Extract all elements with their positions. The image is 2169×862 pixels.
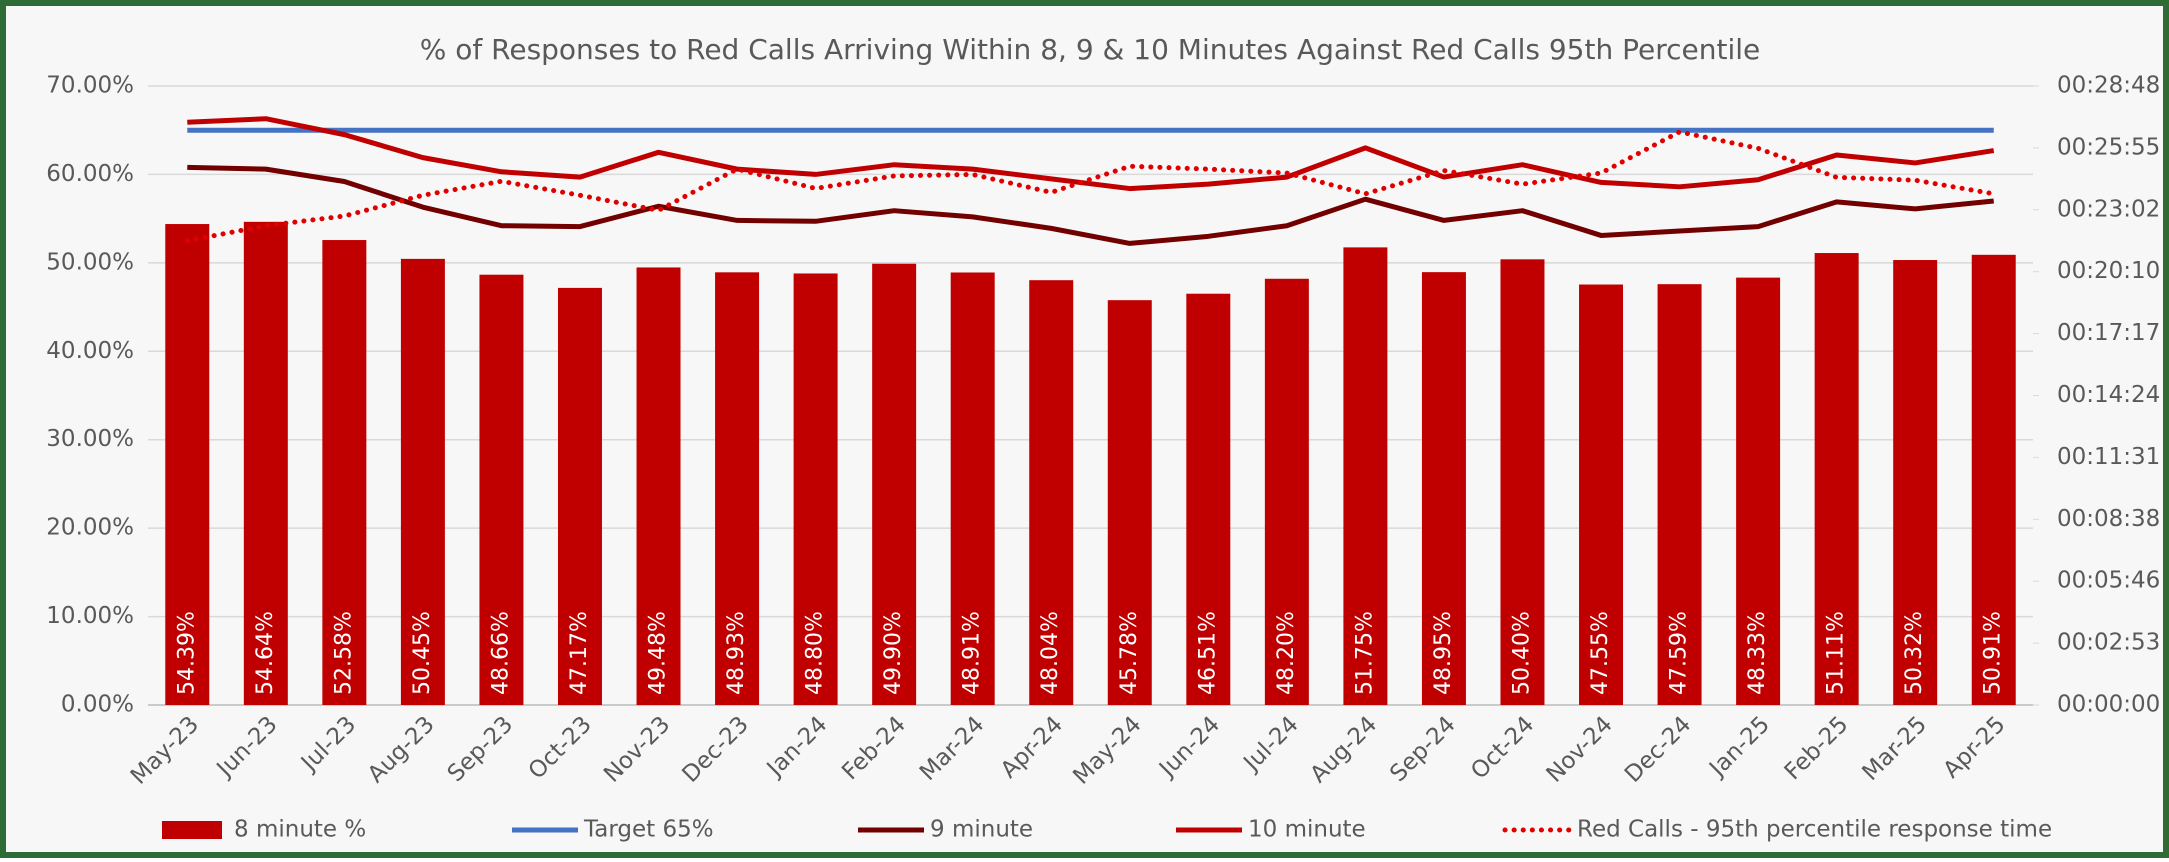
bar <box>1264 278 1309 705</box>
bar <box>1657 284 1702 705</box>
bar <box>165 224 210 706</box>
y2-tick-label: 00:02:53 <box>2057 630 2160 656</box>
bar <box>950 272 995 705</box>
bar <box>636 267 681 705</box>
bar-value-label: 46.51% <box>1195 611 1220 695</box>
chart-title: % of Responses to Red Calls Arriving Wit… <box>420 33 1761 66</box>
bar <box>322 240 367 705</box>
bar <box>1893 260 1938 705</box>
y-tick-label: 40.00% <box>46 338 134 364</box>
y-tick-label: 70.00% <box>46 73 134 99</box>
bar <box>400 258 445 705</box>
y-tick-label: 10.00% <box>46 603 134 629</box>
y2-tick-label: 00:14:24 <box>2057 382 2160 408</box>
line-series <box>187 116 1995 192</box>
bar-value-label: 45.78% <box>1117 611 1142 695</box>
bar <box>1736 277 1781 705</box>
bar-value-label: 48.91% <box>960 611 985 695</box>
bar-value-label: 47.55% <box>1588 611 1613 695</box>
bar-value-label: 48.20% <box>1274 611 1299 695</box>
bar <box>793 273 838 705</box>
bar <box>1579 284 1624 705</box>
bar-value-label: 52.58% <box>331 611 356 695</box>
bar <box>1500 259 1545 705</box>
y2-tick-label: 00:20:10 <box>2057 258 2160 284</box>
y-tick-label: 60.00% <box>46 161 134 187</box>
bar <box>1186 293 1231 705</box>
bar <box>243 221 288 705</box>
y2-tick-label: 00:25:55 <box>2057 134 2160 160</box>
y2-tick-label: 00:17:17 <box>2057 320 2160 346</box>
legend-label: Target 65% <box>583 817 714 843</box>
y2-tick-label: 00:28:48 <box>2057 73 2160 99</box>
line-series <box>184 129 1997 244</box>
bar <box>1814 253 1859 705</box>
y2-tick-label: 00:00:00 <box>2057 692 2160 718</box>
bar <box>1421 272 1466 705</box>
bar <box>715 272 760 705</box>
bar <box>1107 300 1152 705</box>
legend-label: 10 minute <box>1248 817 1366 843</box>
bar <box>872 263 917 705</box>
legend-swatch <box>162 821 222 839</box>
bar-value-label: 49.90% <box>881 611 906 695</box>
legend-label: 8 minute % <box>234 817 366 843</box>
bar <box>479 274 524 705</box>
bar-value-label: 51.75% <box>1352 611 1377 695</box>
y2-tick-label: 00:05:46 <box>2057 568 2160 594</box>
bar-value-label: 54.64% <box>253 611 278 695</box>
bar-value-label: 54.39% <box>174 611 199 695</box>
bar-value-label: 48.93% <box>724 611 749 695</box>
legend-label: Red Calls - 95th percentile response tim… <box>1577 817 2052 843</box>
y2-tick-label: 00:08:38 <box>2057 506 2160 532</box>
y2-tick-label: 00:23:02 <box>2057 196 2160 222</box>
line-series <box>187 164 1994 246</box>
bar-value-label: 48.66% <box>488 611 513 695</box>
bar-value-label: 48.33% <box>1745 611 1770 695</box>
bar-value-label: 50.32% <box>1902 611 1927 695</box>
y-tick-label: 30.00% <box>46 426 134 452</box>
bar <box>1971 254 2016 705</box>
y2-tick-label: 00:11:31 <box>2057 444 2160 470</box>
bar-value-label: 50.91% <box>1981 611 2006 695</box>
bar <box>557 287 602 705</box>
bar <box>1029 280 1074 705</box>
bar-value-label: 49.48% <box>646 611 671 695</box>
bar-value-label: 48.80% <box>803 611 828 695</box>
bar <box>1343 247 1388 705</box>
bar-value-label: 51.11% <box>1824 611 1849 695</box>
y-tick-label: 0.00% <box>61 692 134 718</box>
bar-value-label: 47.17% <box>567 611 592 695</box>
bar-value-label: 48.04% <box>1038 611 1063 695</box>
legend-label: 9 minute <box>930 817 1033 843</box>
bar-value-label: 47.59% <box>1667 611 1692 695</box>
bar-value-label: 50.45% <box>410 611 435 695</box>
y-tick-label: 20.00% <box>46 515 134 541</box>
y-tick-label: 50.00% <box>46 249 134 275</box>
bar-value-label: 48.95% <box>1431 611 1456 695</box>
bar-value-label: 50.40% <box>1509 611 1534 695</box>
